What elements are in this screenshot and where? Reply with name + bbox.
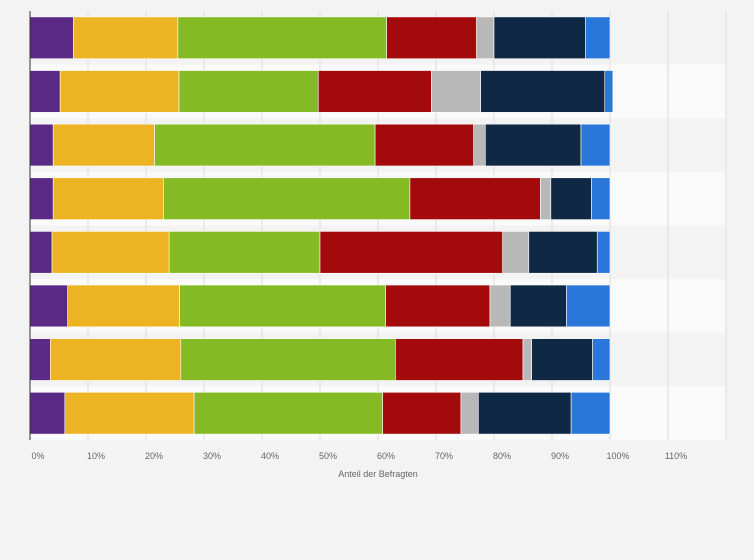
bar-segment xyxy=(509,284,567,328)
bar-segment xyxy=(585,16,611,60)
bar-segment xyxy=(168,231,321,274)
x-tick-label: 40% xyxy=(261,451,279,461)
bar-segment xyxy=(484,123,582,167)
bar-segment xyxy=(540,177,552,220)
bar-segment xyxy=(67,284,180,328)
bar-segment xyxy=(193,391,383,435)
x-tick-label: 30% xyxy=(203,451,221,461)
bar-segment xyxy=(29,231,53,274)
bar-segment xyxy=(29,70,61,113)
bar-segment xyxy=(478,391,572,435)
bar-segment xyxy=(29,123,54,167)
bar-segment xyxy=(460,391,479,435)
bar-segment xyxy=(528,231,598,274)
x-tick-label: 100% xyxy=(606,451,629,461)
bar-segment xyxy=(473,123,486,167)
bar-segment xyxy=(522,338,532,381)
bar-segment xyxy=(319,231,503,274)
x-tick-label: 60% xyxy=(377,451,395,461)
bars xyxy=(29,16,614,435)
bar-segment xyxy=(29,338,51,381)
bar-segment xyxy=(531,338,593,381)
bar-segment xyxy=(29,284,69,328)
x-axis-title: Anteil der Befragten xyxy=(338,469,418,479)
bar-segment xyxy=(476,16,495,60)
bar-segment xyxy=(317,70,432,113)
bar-segment xyxy=(29,16,74,60)
bar-segment xyxy=(180,338,396,381)
x-axis-ticks: 0% 10% 20% 30% 40% 50% 60% 70% 80% 90% 100% 110% xyxy=(31,451,687,461)
bar-segment xyxy=(29,391,66,435)
bar-segment xyxy=(493,16,586,60)
bar-segment xyxy=(52,177,164,220)
bar-segment xyxy=(596,231,611,274)
bar-segment xyxy=(480,70,606,113)
bar-segment xyxy=(489,284,511,328)
bar-segment xyxy=(502,231,530,274)
bar-segment xyxy=(178,70,319,113)
bar-segment xyxy=(570,391,611,435)
x-tick-label: 20% xyxy=(145,451,163,461)
bar-segment xyxy=(177,16,387,60)
bar-segment xyxy=(59,70,180,113)
bar-segment xyxy=(179,284,386,328)
bar-segment xyxy=(51,231,170,274)
bar-segment xyxy=(52,123,156,167)
bar-segment xyxy=(374,123,475,167)
x-tick-label: 90% xyxy=(551,451,569,461)
bar-segment xyxy=(550,177,592,220)
bar-segment xyxy=(49,338,182,381)
x-tick-label: 80% xyxy=(493,451,511,461)
bar-segment xyxy=(591,177,611,220)
bar-segment xyxy=(386,16,477,60)
bar-segment xyxy=(73,16,179,60)
bar-segment xyxy=(385,284,491,328)
bar-segment xyxy=(154,123,376,167)
x-tick-label: 10% xyxy=(87,451,105,461)
bar-segment xyxy=(395,338,524,381)
bar-segment xyxy=(163,177,411,220)
x-tick-label: 0% xyxy=(31,451,44,461)
bar-segment xyxy=(64,391,195,435)
bar-segment xyxy=(592,338,611,381)
bar-segment xyxy=(580,123,611,167)
bar-segment xyxy=(29,177,54,220)
bar-segment xyxy=(566,284,611,328)
x-tick-label: 70% xyxy=(435,451,453,461)
x-tick-label: 50% xyxy=(319,451,337,461)
x-tick-label: 110% xyxy=(665,451,687,461)
bar-segment xyxy=(431,70,481,113)
bar-segment xyxy=(409,177,541,220)
bar-segment xyxy=(604,70,614,113)
bar-segment xyxy=(382,391,462,435)
